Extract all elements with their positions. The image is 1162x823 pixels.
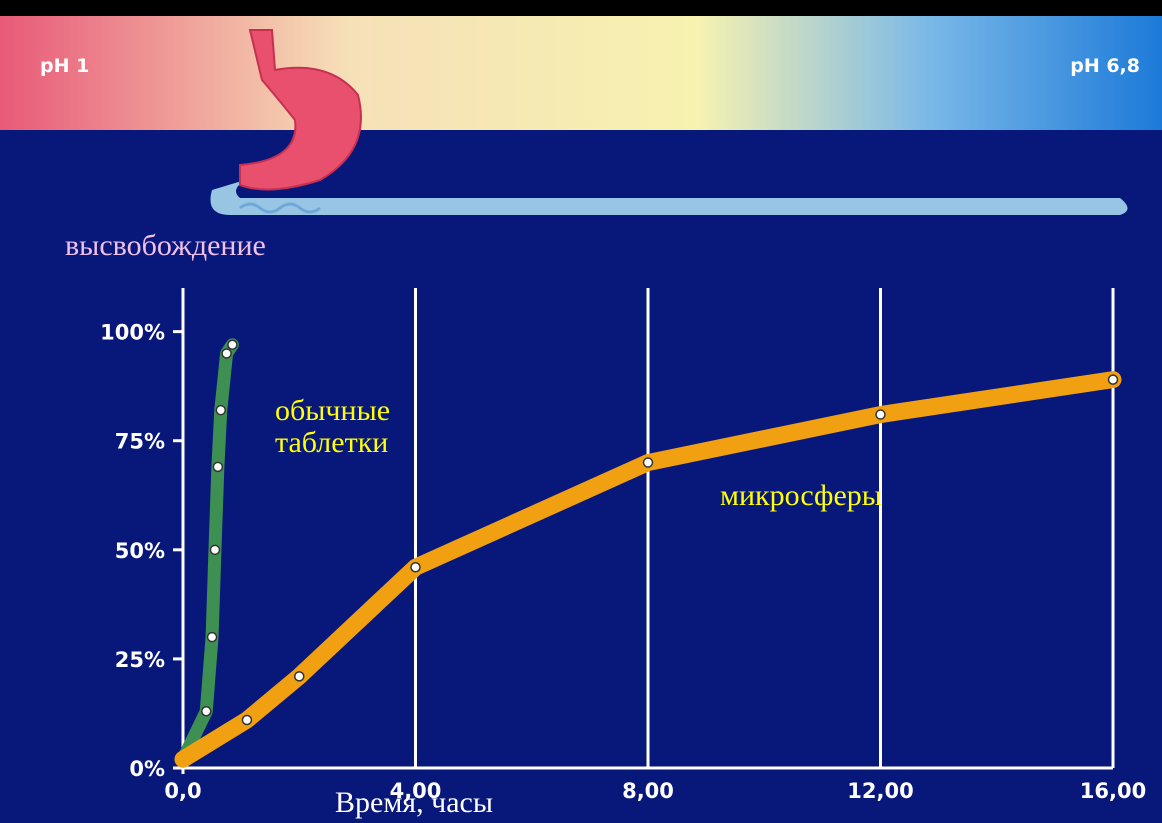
chart: pH 1 pH 6,8 высвобождение Время, часы 0%… [0,0,1162,823]
data-point [644,458,653,467]
data-point [295,672,304,681]
y-tick-label: 50% [115,539,165,563]
x-tick-label: 0,0 [164,779,201,803]
x-tick-label: 4,00 [390,779,442,803]
data-point [876,410,885,419]
data-point [202,707,211,716]
ph-label: pH 6,8 [1070,55,1140,77]
x-tick-label: 12,00 [847,779,913,803]
y-tick-label: 100% [100,321,165,345]
ph-gradient [0,16,1162,130]
data-point [242,716,251,725]
top-strip [0,0,1162,16]
y-tick-label: 25% [115,648,165,672]
ph-label: pH 1 [40,55,89,77]
data-point [222,349,231,358]
data-point [216,406,225,415]
series-label: микросферы [720,479,882,512]
data-point [208,633,217,642]
y-tick-label: 75% [115,430,165,454]
y-axis-title: высвобождение [65,229,266,262]
x-tick-label: 16,00 [1080,779,1146,803]
data-point [213,462,222,471]
data-point [411,563,420,572]
y-tick-label: 0% [129,757,165,781]
x-tick-label: 8,00 [622,779,674,803]
data-point [210,545,219,554]
data-point [228,340,237,349]
data-point [1109,375,1118,384]
